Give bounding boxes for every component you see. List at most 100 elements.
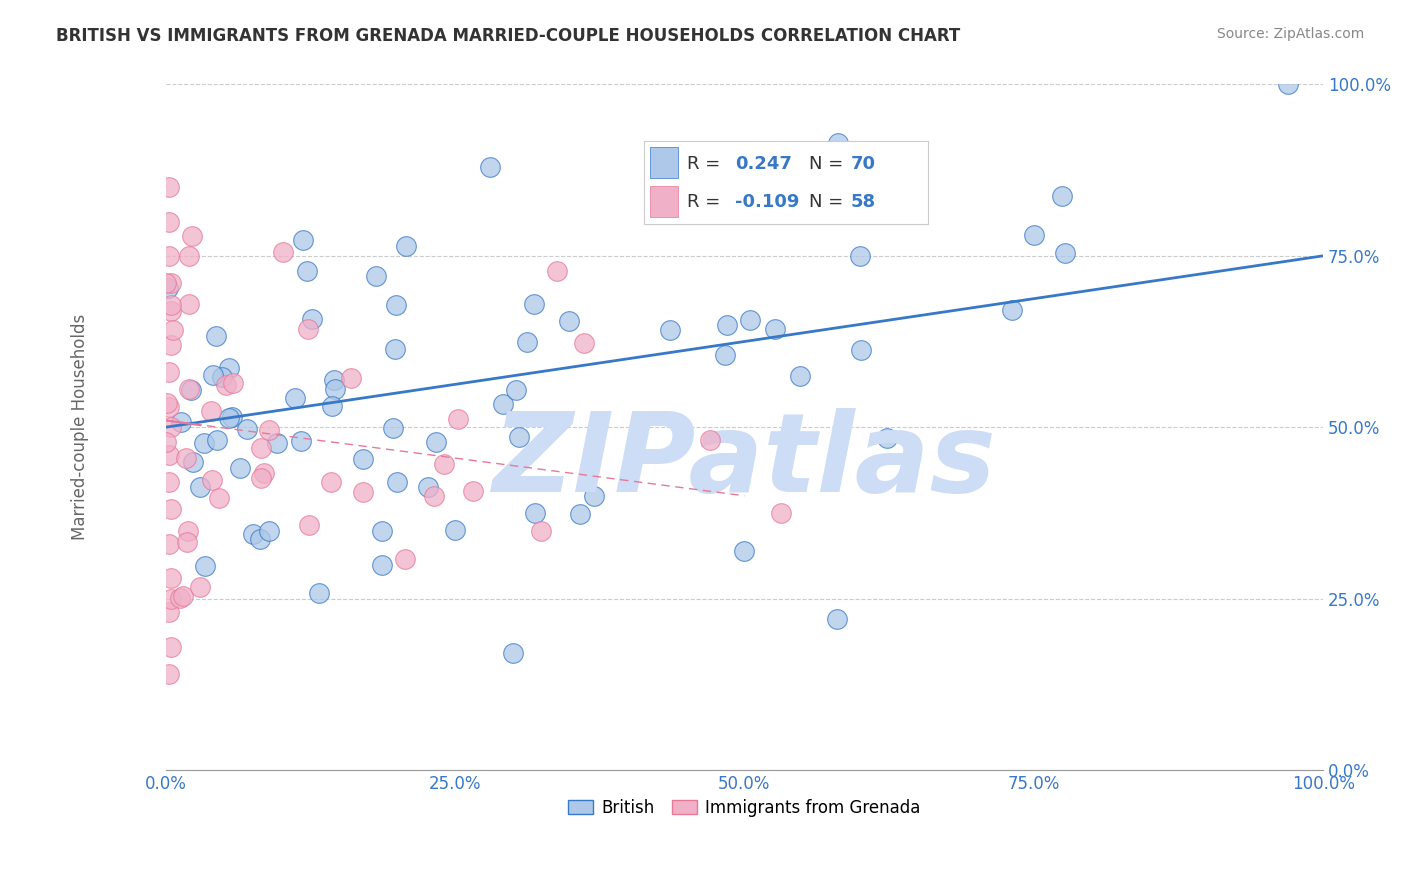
Legend: British, Immigrants from Grenada: British, Immigrants from Grenada xyxy=(562,792,927,823)
Point xyxy=(253,466,276,480)
Point xyxy=(319,475,342,489)
Point xyxy=(188,580,211,594)
Point xyxy=(789,369,811,384)
Point xyxy=(1050,189,1073,203)
Point xyxy=(1001,302,1024,317)
Text: R =: R = xyxy=(686,193,720,211)
Point xyxy=(218,361,240,376)
Text: 70: 70 xyxy=(851,155,876,173)
Point xyxy=(738,313,761,327)
Point xyxy=(425,434,447,449)
Point xyxy=(530,524,553,538)
Point xyxy=(582,489,605,503)
Text: 0.247: 0.247 xyxy=(735,155,792,173)
Point xyxy=(295,263,318,277)
Point xyxy=(174,451,197,466)
Point xyxy=(177,297,200,311)
Point xyxy=(162,323,184,337)
Point xyxy=(827,136,849,150)
Point xyxy=(266,435,288,450)
Point xyxy=(284,391,307,405)
Point xyxy=(716,180,738,194)
Point xyxy=(228,460,250,475)
Point xyxy=(340,371,363,385)
Point xyxy=(257,423,280,437)
Point xyxy=(169,591,191,605)
Point xyxy=(1277,78,1299,92)
Point xyxy=(546,264,568,278)
Point xyxy=(157,180,180,194)
Point xyxy=(271,245,294,260)
Point xyxy=(221,410,243,425)
Point xyxy=(699,433,721,447)
Point xyxy=(160,303,183,318)
Point xyxy=(394,552,416,566)
Text: BRITISH VS IMMIGRANTS FROM GRENADA MARRIED-COUPLE HOUSEHOLDS CORRELATION CHART: BRITISH VS IMMIGRANTS FROM GRENADA MARRI… xyxy=(56,27,960,45)
Point xyxy=(188,480,211,494)
Point xyxy=(716,318,738,332)
Point xyxy=(160,338,183,352)
Point xyxy=(157,448,180,462)
Point xyxy=(301,312,323,326)
Point xyxy=(157,400,180,414)
Point xyxy=(201,368,224,382)
Point xyxy=(177,249,200,263)
Point xyxy=(1022,228,1045,243)
Y-axis label: Married-couple Households: Married-couple Households xyxy=(72,314,89,541)
Point xyxy=(172,589,194,603)
Point xyxy=(849,343,872,357)
Point xyxy=(502,647,524,661)
Text: Source: ZipAtlas.com: Source: ZipAtlas.com xyxy=(1216,27,1364,41)
Bar xyxy=(650,147,678,178)
Point xyxy=(160,571,183,585)
Point xyxy=(352,485,374,500)
Point xyxy=(170,415,193,429)
Text: R =: R = xyxy=(686,155,720,173)
Point xyxy=(157,214,180,228)
Point xyxy=(211,370,233,384)
Point xyxy=(200,404,222,418)
Point xyxy=(157,667,180,681)
Point xyxy=(157,365,180,379)
Point xyxy=(193,436,215,450)
Point xyxy=(208,491,231,505)
Point xyxy=(659,323,682,337)
Point xyxy=(308,586,330,600)
Point xyxy=(713,348,735,362)
Point xyxy=(769,506,792,520)
Point xyxy=(160,640,183,654)
Point xyxy=(205,329,228,343)
Point xyxy=(444,523,467,537)
Point xyxy=(298,517,321,532)
Point xyxy=(423,490,446,504)
Point xyxy=(568,507,591,521)
Bar xyxy=(650,186,678,218)
Point xyxy=(572,335,595,350)
Point xyxy=(181,229,204,244)
Point xyxy=(876,432,898,446)
Point xyxy=(382,421,405,435)
Text: 58: 58 xyxy=(851,193,876,211)
Point xyxy=(323,383,346,397)
Point xyxy=(765,321,787,335)
Text: N =: N = xyxy=(808,155,842,173)
Point xyxy=(558,314,581,328)
Point xyxy=(433,457,456,471)
Point xyxy=(370,558,392,572)
Point xyxy=(385,475,408,489)
Point xyxy=(181,454,204,468)
Point xyxy=(463,484,485,499)
Point xyxy=(508,430,530,444)
Point xyxy=(516,335,538,350)
Point xyxy=(157,537,180,551)
Point xyxy=(205,433,228,447)
Point xyxy=(849,249,872,263)
Point xyxy=(176,534,198,549)
Point xyxy=(242,526,264,541)
Point xyxy=(1054,245,1077,260)
Point xyxy=(156,396,179,410)
Point xyxy=(364,268,387,283)
Point xyxy=(321,400,343,414)
Point xyxy=(222,376,245,390)
Point xyxy=(322,373,344,387)
